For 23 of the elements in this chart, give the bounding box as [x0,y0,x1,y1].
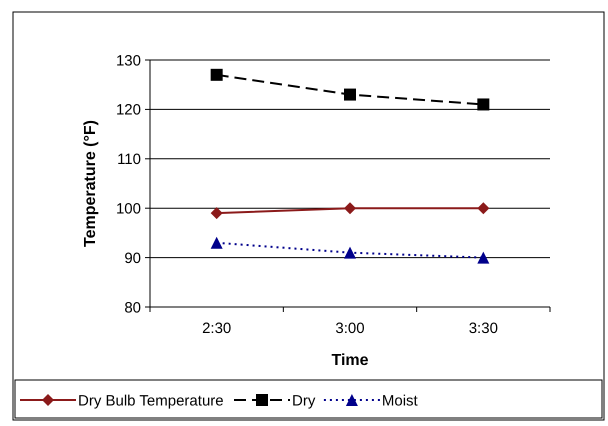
point [477,252,490,264]
x-axis-title: Time [331,352,369,369]
x-tick-label: 2:30 [202,320,232,337]
point [344,246,356,259]
legend-label: Dry Bulb Temperature [78,392,224,410]
point [344,202,356,214]
point [210,207,223,220]
y-tick-label: 130 [116,52,141,70]
y-axis-title: Temperature (°F) [82,120,99,248]
legend-label: Dry [292,392,316,410]
point [477,202,490,214]
y-tick-label: 110 [117,151,141,168]
point [477,98,490,110]
point [210,236,223,249]
point [344,88,356,101]
x-tick-label: 3:30 [468,320,498,337]
x-tick-label: 3:00 [335,320,365,337]
y-tick-label: 100 [116,200,141,218]
point [210,68,223,81]
y-tick-label: 120 [116,102,141,119]
y-tick-label: 80 [124,299,141,316]
legend-label: Moist [382,392,419,410]
y-tick-label: 90 [124,250,141,267]
